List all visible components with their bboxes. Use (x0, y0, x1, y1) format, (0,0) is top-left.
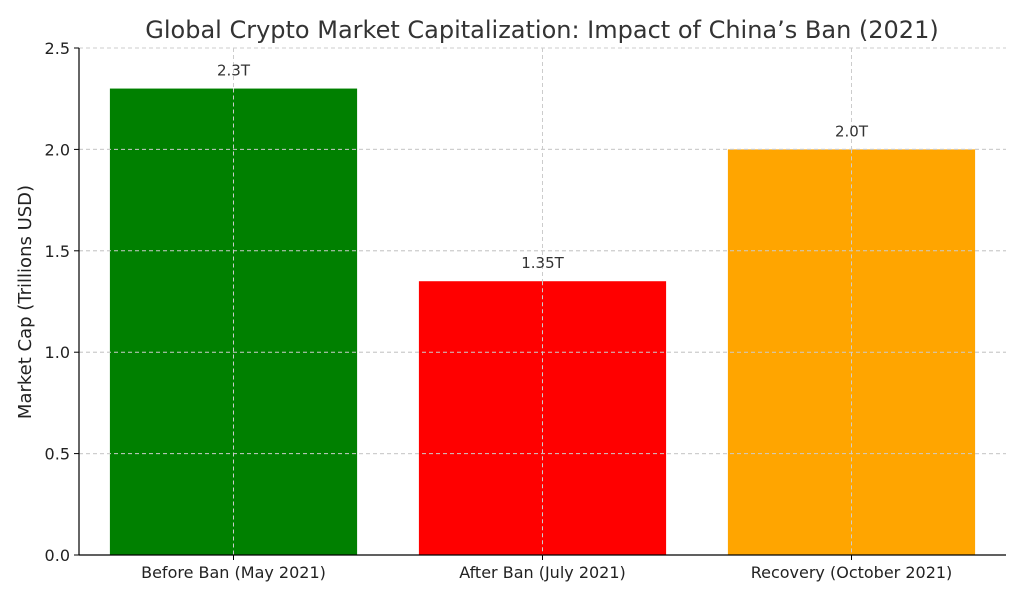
x-tick-label: After Ban (July 2021) (459, 563, 626, 582)
data-labels: 2.3T 1.35T 2.0T (217, 62, 869, 273)
x-tick-label: Recovery (October 2021) (751, 563, 953, 582)
y-tick-label: 2.5 (45, 39, 70, 58)
data-label: 2.3T (217, 62, 251, 80)
y-tick-label: 2.0 (45, 140, 70, 159)
chart-title: Global Crypto Market Capitalization: Imp… (145, 16, 938, 44)
y-axis-label: Market Cap (Trillions USD) (15, 185, 36, 419)
y-tick-label: 0.0 (45, 546, 70, 565)
x-ticks: Before Ban (May 2021) After Ban (July 202… (141, 555, 952, 582)
data-label: 1.35T (521, 254, 564, 272)
y-tick-label: 0.5 (45, 445, 70, 464)
gridlines-overlay (79, 47, 1006, 555)
y-tick-label: 1.0 (45, 343, 70, 362)
y-ticks: 0.0 0.5 1.0 1.5 2.0 2.5 (45, 39, 79, 565)
y-tick-label: 1.5 (45, 242, 70, 261)
data-label: 2.0T (835, 122, 869, 140)
x-tick-label: Before Ban (May 2021) (141, 563, 326, 582)
